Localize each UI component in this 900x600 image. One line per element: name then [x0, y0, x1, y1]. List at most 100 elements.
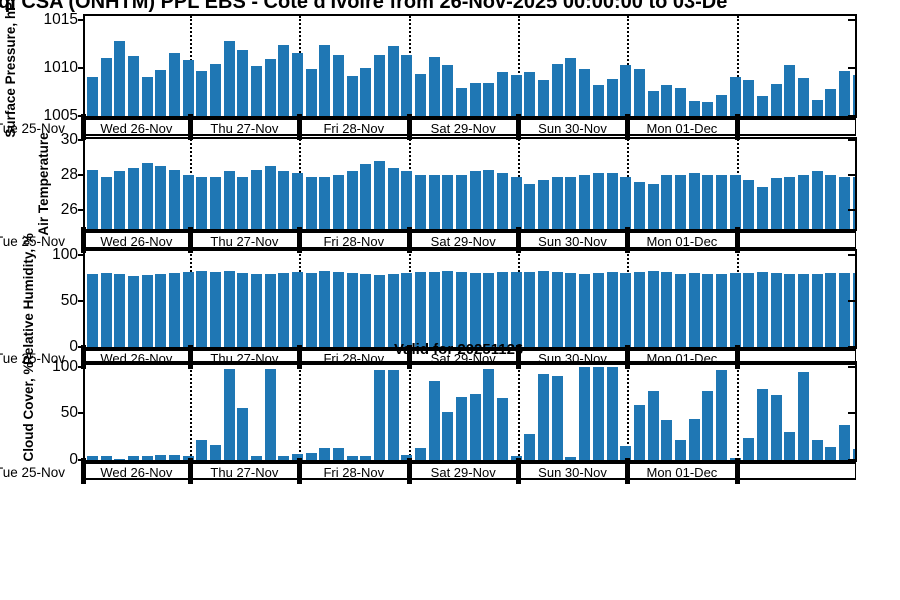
humidity-bar	[811, 274, 823, 347]
pressure-bar	[524, 71, 536, 116]
humidity-bar	[633, 272, 645, 347]
ytick-label-humidity: 50	[60, 291, 78, 309]
cloud-cover-bar	[551, 376, 563, 460]
cloud-cover-bar	[811, 439, 823, 460]
midnight-gridline	[189, 363, 192, 460]
ytick-label-temperature: 28	[60, 165, 78, 183]
cloud-cover-bar	[825, 446, 837, 460]
pressure-bar	[155, 69, 167, 116]
day-label: Fri 28-Nov	[323, 233, 385, 249]
cloud-cover-bar	[483, 368, 495, 460]
pressure-bar	[633, 68, 645, 116]
day-label: Mon 01-Dec	[646, 464, 718, 480]
plot-area-temperature	[85, 139, 855, 229]
plot-area-cloud-cover	[85, 363, 855, 460]
pressure-bar	[715, 94, 727, 116]
day-strip-tick	[625, 114, 631, 140]
temperature-bar	[100, 176, 112, 229]
valid-for-annotation: Valid for 20251126	[394, 341, 524, 358]
cloud-cover-bar	[401, 455, 413, 460]
pressure-bar	[456, 88, 468, 116]
day-strip-tick	[515, 345, 521, 369]
day-label: Thu 27-Nov	[210, 233, 279, 249]
day-strip-tick	[734, 227, 740, 253]
day-strip-tick	[187, 227, 193, 253]
ytick-label-temperature: 26	[60, 200, 78, 218]
day-strip-tick	[187, 458, 193, 484]
temperature-bar	[237, 176, 249, 229]
pressure-bar	[210, 64, 221, 116]
cloud-cover-bar	[524, 433, 536, 460]
temperature-bar	[647, 183, 659, 229]
cloud-cover-bar	[128, 456, 139, 460]
humidity-bar	[497, 272, 509, 347]
midnight-gridline	[408, 363, 411, 460]
pressure-right-tick	[848, 18, 856, 21]
humidity-bar	[729, 273, 741, 347]
cloud-cover-bar	[579, 366, 591, 460]
temperature-bar	[592, 173, 604, 229]
humidity-bar	[100, 273, 112, 347]
temperature-bar	[770, 178, 782, 229]
cloud-cover-right-tick	[848, 412, 856, 415]
cloud-cover-bar	[592, 366, 604, 460]
pressure-bar	[743, 80, 755, 116]
temperature-bar	[620, 176, 632, 229]
humidity-bar	[264, 274, 276, 347]
temperature-bar	[210, 176, 221, 229]
humidity-bar	[538, 271, 550, 347]
humidity-bar	[715, 274, 727, 347]
humidity-bar	[210, 272, 221, 347]
temperature-bar	[264, 166, 276, 229]
cloud-cover-bar	[237, 407, 249, 460]
day-strip-tick	[734, 458, 740, 484]
midnight-gridline	[736, 363, 739, 460]
pressure-bar	[141, 76, 153, 116]
cloud-cover-bar	[374, 369, 386, 460]
humidity-bar	[346, 273, 358, 347]
pre-day-label: Tue 25-Nov	[0, 120, 66, 136]
temperature-bar	[838, 176, 850, 229]
temperature-bar	[579, 174, 591, 229]
cloud-cover-bar	[428, 380, 440, 460]
day-strip-tick	[406, 345, 412, 369]
pressure-bar	[592, 85, 604, 116]
humidity-bar	[415, 272, 427, 347]
pressure-bar	[182, 60, 194, 116]
ylabel-temperature: Air Temperature	[36, 132, 51, 236]
ylabel-humidity: Relative Humidity, %	[21, 233, 36, 365]
pressure-bar	[346, 75, 358, 116]
pressure-bar	[702, 101, 714, 116]
humidity-bar	[825, 273, 837, 347]
cloud-cover-bar	[647, 391, 659, 460]
temperature-bar	[606, 173, 618, 229]
temperature-bar	[674, 174, 686, 229]
pressure-bar	[128, 56, 139, 116]
day-label: Mon 01-Dec	[646, 120, 718, 136]
temperature-bar	[319, 176, 331, 229]
humidity-bar	[592, 273, 604, 347]
day-strip-tick	[406, 227, 412, 253]
humidity-bar	[169, 273, 180, 347]
pressure-bar	[374, 54, 386, 116]
humidity-bar	[620, 273, 632, 347]
pressure-right-tick	[848, 66, 856, 69]
pressure-bar	[169, 52, 180, 116]
pressure-bar	[387, 45, 399, 116]
cloud-cover-bar	[169, 455, 180, 460]
cloud-cover-bar	[633, 405, 645, 460]
humidity-bar	[483, 273, 495, 347]
cloud-cover-bar	[538, 374, 550, 460]
temperature-bar	[551, 176, 563, 229]
cloud-cover-bar	[661, 419, 673, 460]
day-label: Wed 26-Nov	[100, 464, 173, 480]
temperature-bar	[360, 164, 372, 229]
temperature-bar	[715, 174, 727, 229]
day-strip-tick	[406, 458, 412, 484]
pressure-bar	[333, 55, 345, 116]
humidity-bar	[114, 274, 126, 347]
humidity-bar	[606, 272, 618, 347]
day-label: Sun 30-Nov	[538, 233, 607, 249]
cloud-cover-bar	[278, 456, 290, 460]
axes-frame-cloud-cover	[83, 361, 857, 462]
